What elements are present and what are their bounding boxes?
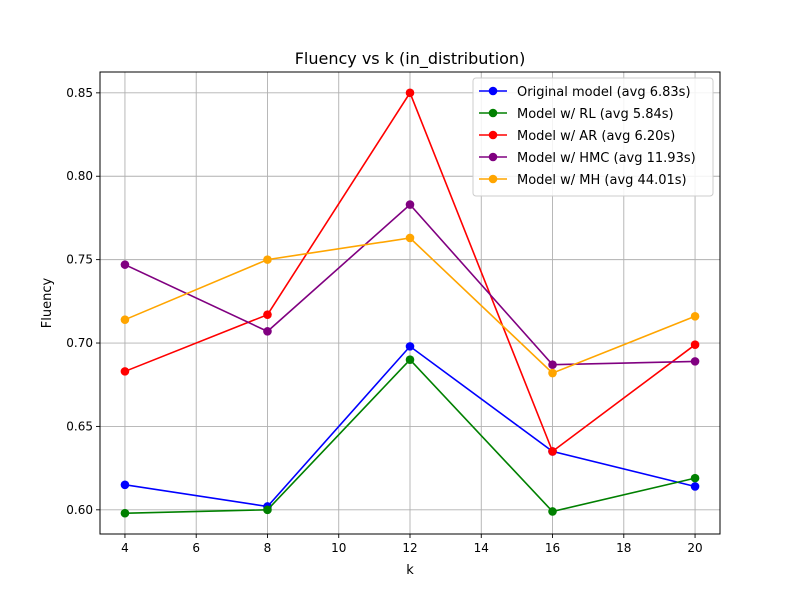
data-point <box>548 447 557 456</box>
y-tick-label: 0.70 <box>66 336 93 350</box>
data-point <box>263 505 272 515</box>
x-tick-label: 20 <box>687 541 702 555</box>
tick-layer: 4 6 8 10 12 14 16 18 20 0.60 0.65 0.70 0.75 0.80 0.85 <box>66 86 702 555</box>
data-point <box>548 368 557 378</box>
legend-label: Model w/ HMC (avg 11.93s) <box>517 151 696 166</box>
legend-entry: Model w/ MH (avg 44.01s) <box>479 173 687 188</box>
data-point <box>548 360 557 370</box>
x-tick-label: 6 <box>192 541 200 555</box>
x-tick-label: 10 <box>331 541 346 555</box>
y-tick-label: 0.80 <box>66 169 93 183</box>
data-point <box>263 327 272 336</box>
x-tick-label: 8 <box>264 541 272 555</box>
legend-swatch-marker <box>488 108 498 118</box>
y-tick-label: 0.60 <box>66 503 93 517</box>
data-point <box>690 482 700 491</box>
legend-label: Original model (avg 6.83s) <box>517 85 691 100</box>
legend-box <box>472 77 714 197</box>
legend-label: Model w/ RL (avg 5.84s) <box>517 107 674 122</box>
data-point <box>405 200 415 209</box>
data-point <box>263 255 272 264</box>
data-point <box>120 260 130 269</box>
chart-title: Fluency vs k (in_distribution) <box>295 49 526 69</box>
data-point <box>690 312 700 321</box>
series-layer <box>120 88 700 518</box>
x-tick-label: 16 <box>545 541 560 555</box>
data-point <box>405 88 415 98</box>
data-point <box>690 473 700 483</box>
data-point <box>690 340 700 349</box>
data-point <box>405 342 415 351</box>
series-3 <box>120 88 700 456</box>
data-point <box>120 508 130 518</box>
data-point <box>120 367 130 376</box>
x-tick-label: 4 <box>121 541 129 555</box>
x-tick-label: 12 <box>402 541 417 555</box>
y-tick-label: 0.65 <box>66 419 93 433</box>
x-axis-label: k <box>406 563 414 578</box>
series-4 <box>120 200 700 370</box>
x-tick-label: 18 <box>616 541 631 555</box>
series-2 <box>120 355 700 518</box>
data-point <box>120 315 130 324</box>
legend-label: Model w/ AR (avg 6.20s) <box>517 129 675 144</box>
legend-swatch-marker <box>488 86 498 96</box>
y-tick-label: 0.85 <box>66 86 93 100</box>
x-tick-label: 14 <box>474 541 489 555</box>
legend-entry: Model w/ AR (avg 6.20s) <box>479 129 675 144</box>
data-point <box>690 357 700 366</box>
legend-entry: Model w/ HMC (avg 11.93s) <box>479 151 696 166</box>
legend-swatch-marker <box>488 152 498 162</box>
y-axis-label: Fluency <box>40 277 55 328</box>
data-point <box>263 310 272 319</box>
data-point <box>405 233 415 243</box>
data-point <box>120 480 130 490</box>
legend-entry: Model w/ RL (avg 5.84s) <box>479 107 674 122</box>
y-tick-label: 0.75 <box>66 253 93 267</box>
data-point <box>405 355 415 365</box>
legend-entry: Original model (avg 6.83s) <box>479 85 691 100</box>
legend-label: Model w/ MH (avg 44.01s) <box>517 173 687 188</box>
data-point <box>548 507 557 516</box>
legend: Original model (avg 6.83s) Model w/ RL (a… <box>472 77 714 197</box>
legend-swatch-marker <box>488 174 498 184</box>
legend-swatch-marker <box>488 130 498 140</box>
series-5 <box>120 233 700 378</box>
